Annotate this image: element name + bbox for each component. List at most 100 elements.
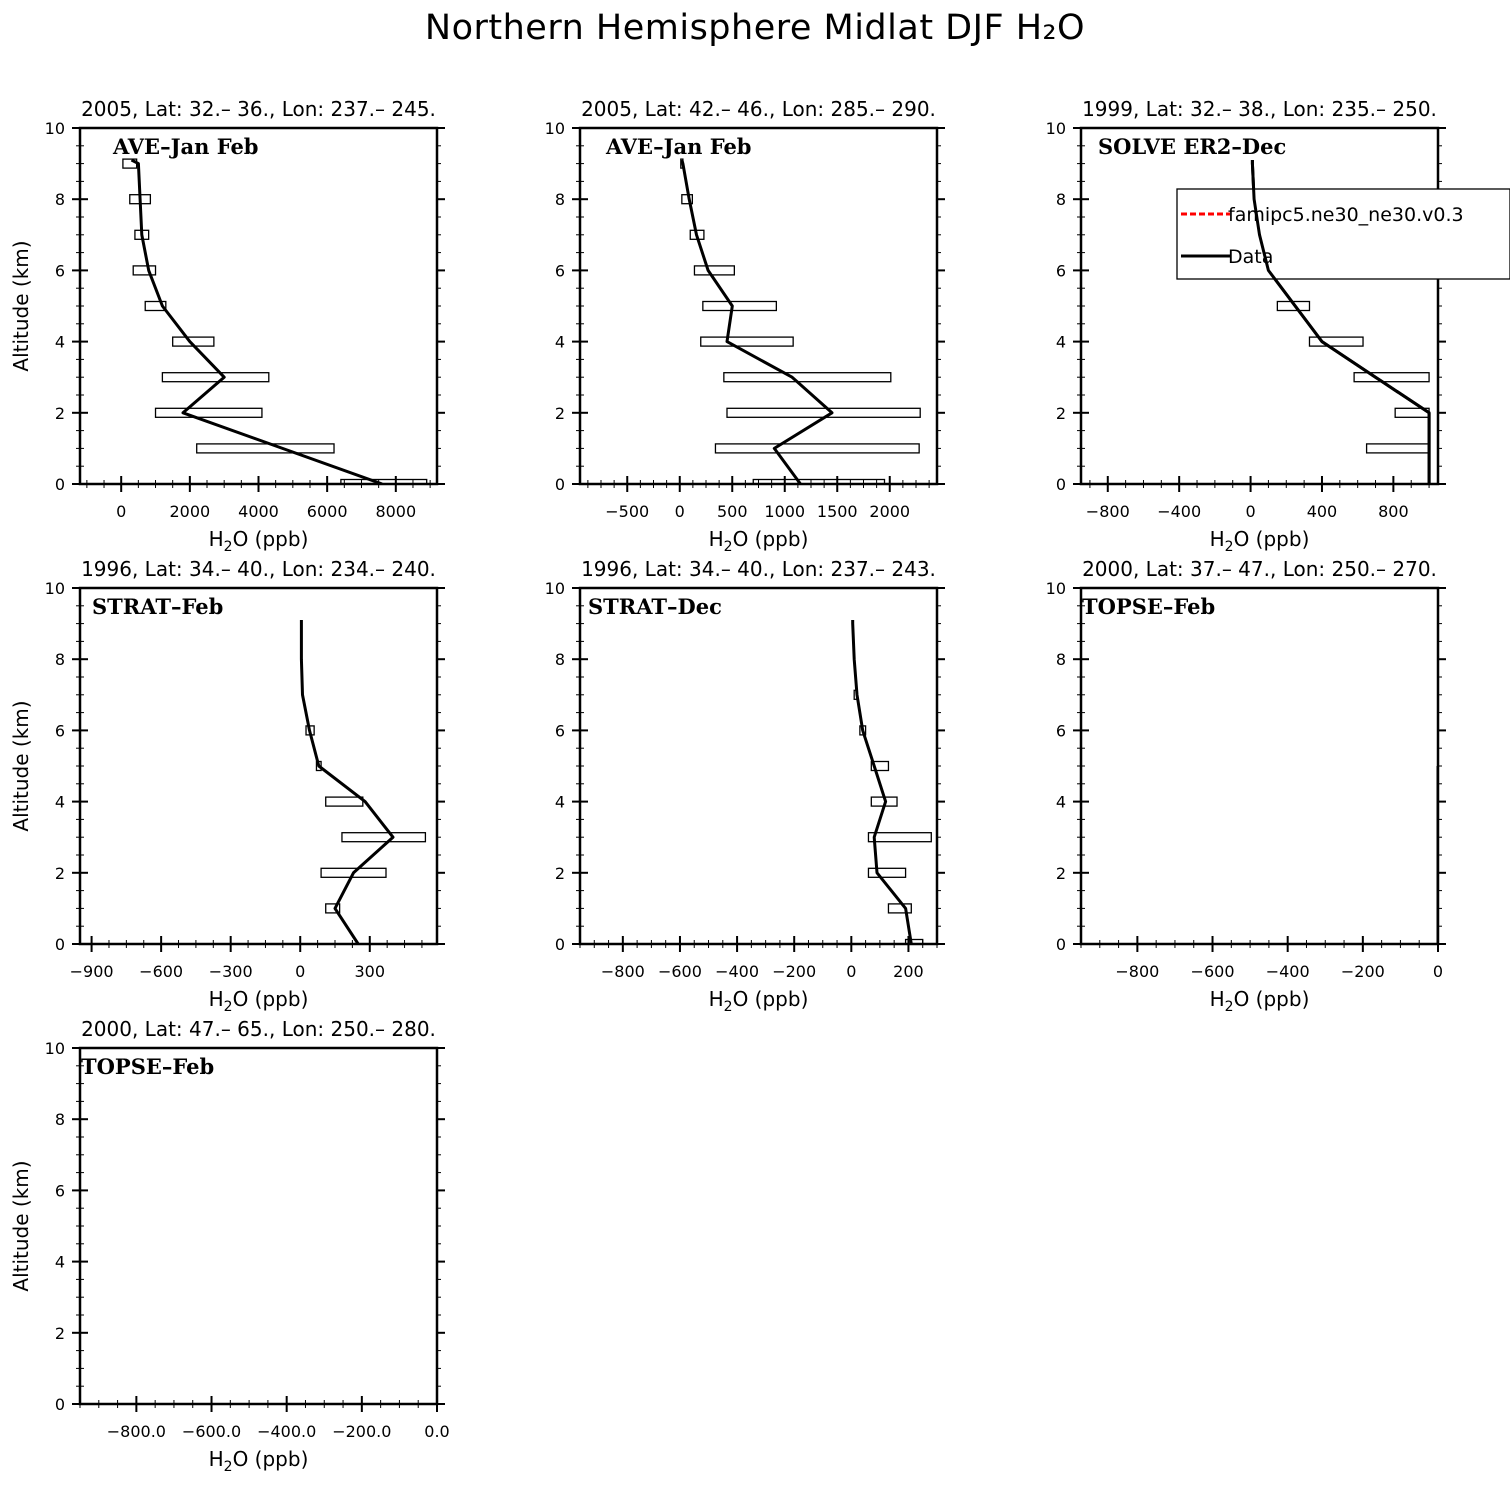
- x-tick-label: −900: [70, 962, 114, 981]
- x-tick-label: 800: [1378, 502, 1409, 521]
- x-tick-label: −600: [1191, 962, 1235, 981]
- data-series-line-overlay: [1250, 160, 1431, 484]
- plot-frame: [78, 586, 439, 946]
- range-box: [144, 300, 167, 312]
- y-axis-label: Altitude (km): [9, 1160, 33, 1291]
- range-box: [714, 443, 920, 454]
- plot-frame: [78, 1046, 439, 1406]
- chart-panel-4: 1996, Lat: 34.– 40., Lon: 234.– 240. 0 2 4 6…: [9, 557, 445, 1015]
- chart-panel-6: 2000, Lat: 37.– 47., Lon: 250.– 270. 0 2 4 6…: [1046, 557, 1446, 1015]
- x-tick-label: 0: [1433, 962, 1443, 981]
- x-tick-label: 0: [295, 962, 305, 981]
- y-axis-label: Altitude (km): [9, 240, 33, 371]
- panel-title: 2000, Lat: 37.– 47., Lon: 250.– 270.: [1082, 557, 1437, 581]
- legend: famipc5.ne30_ne30.v0.3 Data: [1176, 160, 1510, 484]
- x-tick-label: −800.0: [107, 1422, 166, 1441]
- range-box: [341, 832, 427, 843]
- range-box: [196, 443, 335, 454]
- range-box: [723, 372, 892, 383]
- x-tick-label: 400: [1307, 502, 1338, 521]
- y-tick-label: 10: [545, 579, 565, 598]
- plot-frame: [1079, 126, 1440, 486]
- y-tick-label: 10: [1046, 579, 1066, 598]
- range-box: [1365, 443, 1430, 454]
- x-tick-label: −800: [1115, 962, 1159, 981]
- x-tick-label: −400: [1266, 962, 1310, 981]
- range-box: [320, 867, 387, 878]
- range-box: [700, 336, 794, 347]
- plot-frame: [578, 586, 939, 946]
- x-axis-label: H2O (ppb): [1210, 527, 1310, 555]
- x-tick-label: −600: [139, 962, 183, 981]
- x-tick-label: −200: [772, 962, 816, 981]
- y-tick-label: 2: [55, 404, 65, 423]
- y-tick-label: 4: [55, 333, 65, 352]
- y-tick-label: 6: [55, 261, 65, 280]
- y-tick-label: 0: [55, 1395, 65, 1414]
- campaign-label: STRAT–Dec: [588, 594, 722, 619]
- x-axis-label: H2O (ppb): [209, 1447, 309, 1475]
- y-tick-label: 2: [55, 864, 65, 883]
- y-axis-label: Altitude (km): [9, 700, 33, 831]
- range-box: [325, 796, 364, 807]
- x-tick-label: 0: [1245, 502, 1255, 521]
- range-box: [693, 265, 736, 276]
- campaign-label: TOPSE–Feb: [81, 1054, 214, 1079]
- campaign-label: AVE–Jan Feb: [605, 134, 752, 159]
- data-series-line: [299, 620, 395, 944]
- x-tick-label: 0: [116, 502, 126, 521]
- y-tick-label: 2: [55, 1324, 65, 1343]
- chart-panel-2: 2005, Lat: 42.– 46., Lon: 285.– 290. 0 2 4 6…: [545, 97, 945, 555]
- y-tick-label: 4: [555, 333, 565, 352]
- y-tick-label: 8: [555, 190, 565, 209]
- plot-frame: [1079, 586, 1440, 946]
- plot-area: [122, 158, 428, 484]
- x-tick-label: 2000: [869, 502, 910, 521]
- plot-area: [299, 620, 427, 944]
- plot-frame: [578, 126, 939, 486]
- y-tick-label: 0: [555, 935, 565, 954]
- range-box: [867, 867, 907, 878]
- plot-frame: [78, 126, 439, 486]
- campaign-label: STRAT–Feb: [92, 594, 223, 619]
- chart-panel-5: 1996, Lat: 34.– 40., Lon: 237.– 243. 0 2 4 6…: [545, 557, 945, 1015]
- panel-title: 2005, Lat: 32.– 36., Lon: 237.– 245.: [81, 97, 436, 121]
- x-tick-label: −400: [715, 962, 759, 981]
- range-box: [1353, 372, 1430, 383]
- range-box: [702, 300, 777, 312]
- y-tick-label: 8: [1056, 650, 1066, 669]
- range-box: [752, 478, 886, 484]
- range-box: [132, 265, 157, 276]
- y-tick-label: 0: [55, 475, 65, 494]
- y-tick-label: 0: [1056, 935, 1066, 954]
- range-box: [325, 903, 341, 914]
- legend-model-label: famipc5.ne30_ne30.v0.3: [1228, 204, 1464, 226]
- y-tick-label: 8: [55, 650, 65, 669]
- y-tick-label: 4: [55, 793, 65, 812]
- y-tick-label: 6: [55, 1181, 65, 1200]
- data-series-line: [680, 159, 834, 484]
- campaign-label: AVE–Jan Feb: [112, 134, 259, 159]
- panel-title: 2005, Lat: 42.– 46., Lon: 285.– 290.: [581, 97, 936, 121]
- y-tick-label: 4: [55, 1253, 65, 1272]
- panel-title: 1996, Lat: 34.– 40., Lon: 234.– 240.: [81, 557, 436, 581]
- legend-data-label: Data: [1228, 246, 1273, 268]
- chart-panel-3: 1999, Lat: 32.– 38., Lon: 235.– 250. 0 2 4 6…: [1046, 97, 1446, 555]
- x-axis-label: H2O (ppb): [709, 987, 809, 1015]
- x-tick-label: −600: [658, 962, 702, 981]
- x-tick-label: −400: [1157, 502, 1201, 521]
- x-tick-label: 2000: [169, 502, 210, 521]
- x-tick-label: −300: [209, 962, 253, 981]
- x-axis-label: H2O (ppb): [209, 987, 309, 1015]
- x-tick-label: 4000: [238, 502, 279, 521]
- x-axis-label: H2O (ppb): [709, 527, 809, 555]
- y-tick-label: 2: [555, 864, 565, 883]
- x-tick-label: 200: [893, 962, 924, 981]
- x-tick-label: 1500: [817, 502, 858, 521]
- range-box: [887, 903, 912, 914]
- range-box: [726, 407, 921, 418]
- y-tick-label: 10: [1046, 119, 1066, 138]
- panel-title: 1999, Lat: 32.– 38., Lon: 235.– 250.: [1082, 97, 1437, 121]
- y-tick-label: 10: [45, 579, 65, 598]
